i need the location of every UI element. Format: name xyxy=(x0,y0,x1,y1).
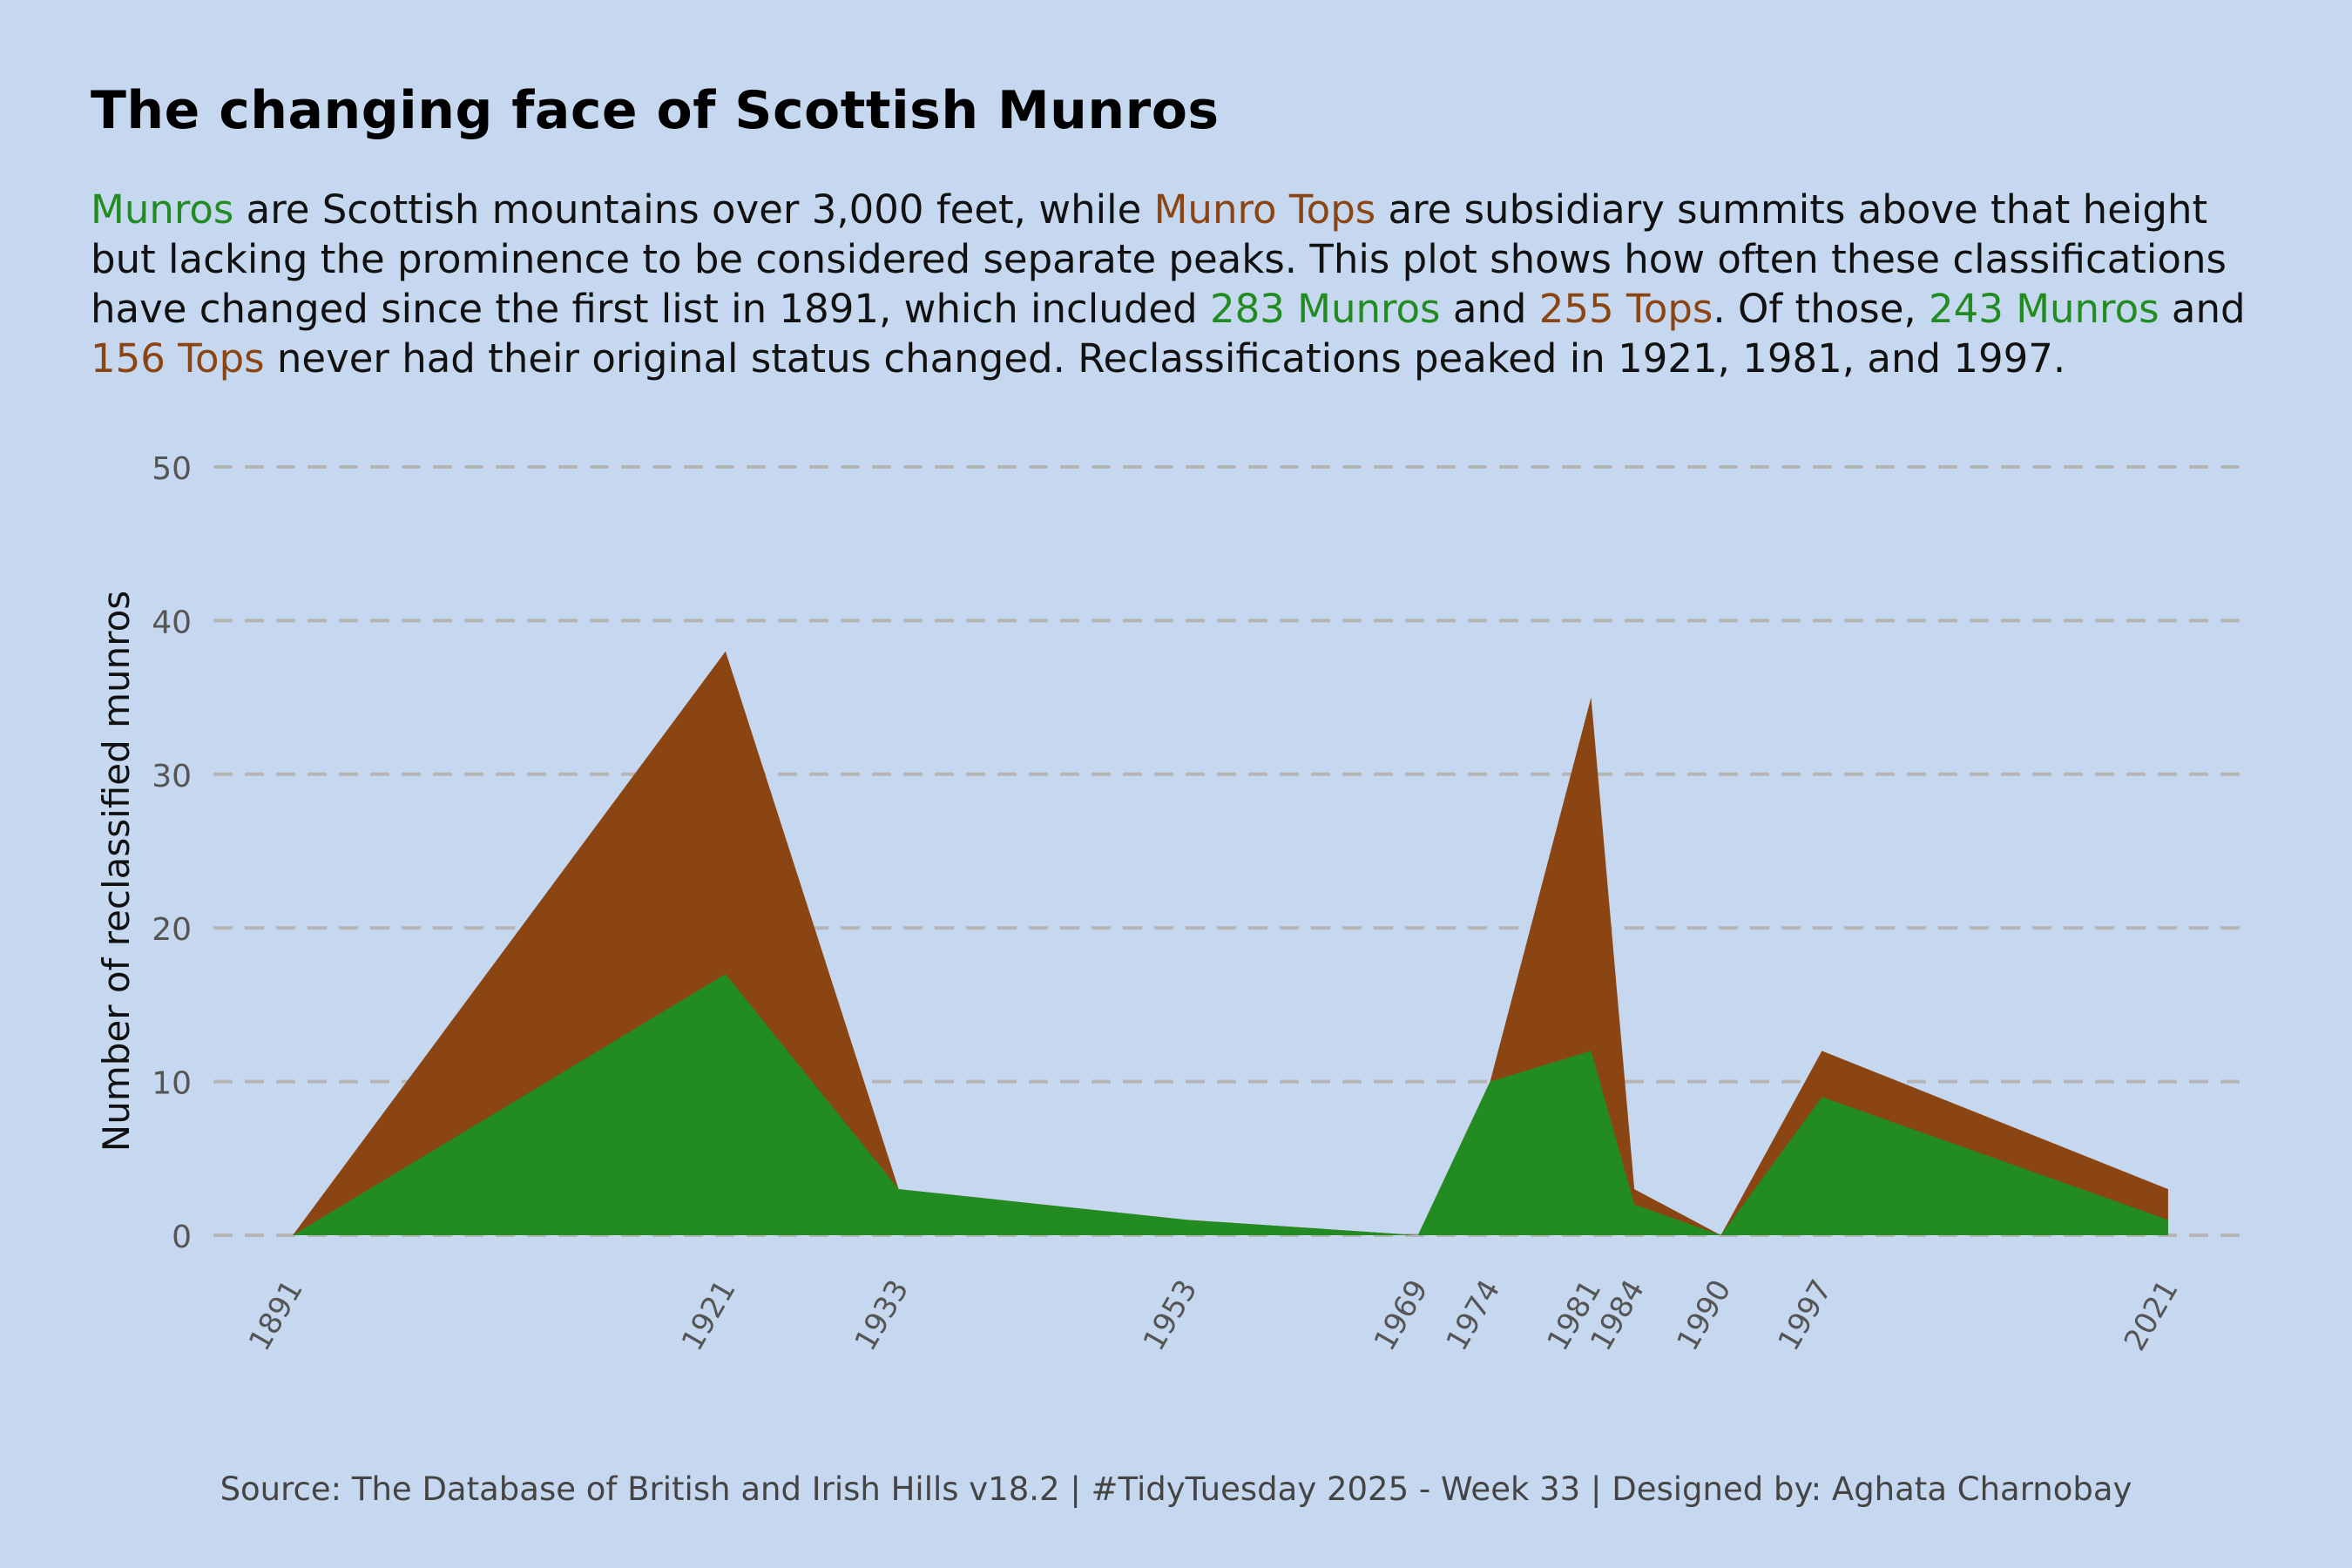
subtitle-segment-plain: and xyxy=(2159,286,2246,332)
x-tick-label: 1990 xyxy=(1670,1274,1738,1357)
y-tick-label: 10 xyxy=(152,1066,192,1102)
x-tick-label: 1974 xyxy=(1439,1274,1507,1357)
subtitle-segment-top: 255 Tops xyxy=(1538,286,1713,332)
y-tick-label: 20 xyxy=(152,912,192,948)
subtitle-segment-plain: and xyxy=(1440,286,1539,332)
x-tick-label: 2021 xyxy=(2118,1274,2186,1357)
y-tick-labels: 0 10 20 30 40 50 xyxy=(152,451,192,1255)
x-tick-label: 1891 xyxy=(242,1274,310,1357)
area-series xyxy=(293,651,2168,1235)
subtitle-segment-munro: Munros xyxy=(91,186,234,233)
y-tick-label: 30 xyxy=(152,759,192,794)
x-tick-label: 1969 xyxy=(1368,1274,1436,1357)
y-tick-label: 0 xyxy=(172,1220,192,1255)
subtitle-segment-plain: . Of those, xyxy=(1713,286,1929,332)
subtitle-segment-top: Munro Tops xyxy=(1153,186,1376,233)
chart-subtitle: Munros are Scottish mountains over 3,000… xyxy=(91,185,2268,383)
chart-caption: Source: The Database of British and Iris… xyxy=(220,1470,2132,1508)
area-munros xyxy=(293,974,2168,1235)
y-tick-label: 50 xyxy=(152,451,192,487)
subtitle-segment-plain: never had their original status changed.… xyxy=(264,335,2066,382)
y-axis-label: Number of reclassified munros xyxy=(95,591,138,1152)
chart-title: The changing face of Scottish Munros xyxy=(91,80,1220,141)
x-tick-label: 1953 xyxy=(1137,1274,1205,1357)
x-tick-label: 1921 xyxy=(675,1274,743,1357)
subtitle-segment-munro: 243 Munros xyxy=(1929,286,2159,332)
subtitle-segment-plain: are subsidiary summits above that height… xyxy=(91,186,2227,332)
x-tick-label: 1997 xyxy=(1771,1274,1839,1357)
y-tick-label: 40 xyxy=(152,605,192,640)
x-tick-label: 1933 xyxy=(848,1274,916,1357)
subtitle-segment-top: 156 Tops xyxy=(91,335,265,382)
subtitle-segment-munro: 283 Munros xyxy=(1209,286,1441,332)
subtitle-segment-plain: are Scottish mountains over 3,000 feet, … xyxy=(233,186,1154,233)
